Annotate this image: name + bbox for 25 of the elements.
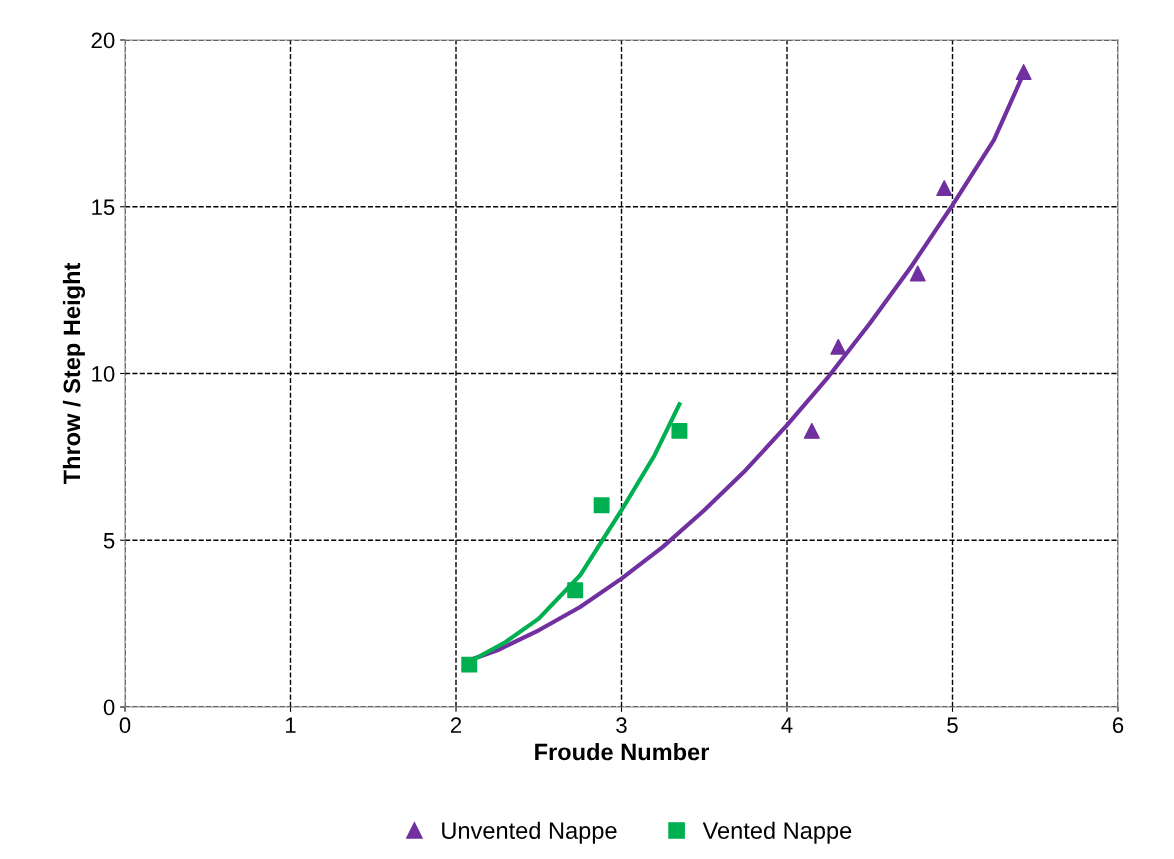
point bbox=[461, 656, 478, 673]
point bbox=[593, 497, 610, 514]
x-tick-label: 6 bbox=[1112, 717, 1124, 734]
x-tick-label: 1 bbox=[286, 717, 296, 733]
x-tick-label: 4 bbox=[781, 717, 793, 733]
point bbox=[671, 422, 688, 439]
x-tick-label: 3 bbox=[616, 717, 627, 734]
x-tick-label: 2 bbox=[450, 717, 462, 733]
point bbox=[803, 422, 820, 439]
legend-label: Unvented Nappe bbox=[442, 821, 617, 844]
x-tick-label: 0 bbox=[119, 717, 131, 734]
y-tick-label: 15 bbox=[92, 199, 115, 216]
y-tick-label: 10 bbox=[92, 366, 115, 382]
x-tick-label: 5 bbox=[947, 717, 958, 734]
y-tick-label: 5 bbox=[103, 533, 115, 549]
y-tick-label: 0 bbox=[103, 699, 115, 716]
point bbox=[1015, 64, 1032, 80]
x-axis-title: Froude Number bbox=[535, 742, 710, 761]
point bbox=[567, 582, 584, 599]
point bbox=[909, 265, 926, 282]
point bbox=[936, 180, 953, 197]
point bbox=[830, 338, 847, 355]
legend-label: Vented Nappe bbox=[702, 821, 852, 844]
y-tick-label: 20 bbox=[91, 32, 115, 49]
y-axis-title: Throw / Step Height bbox=[62, 262, 86, 485]
